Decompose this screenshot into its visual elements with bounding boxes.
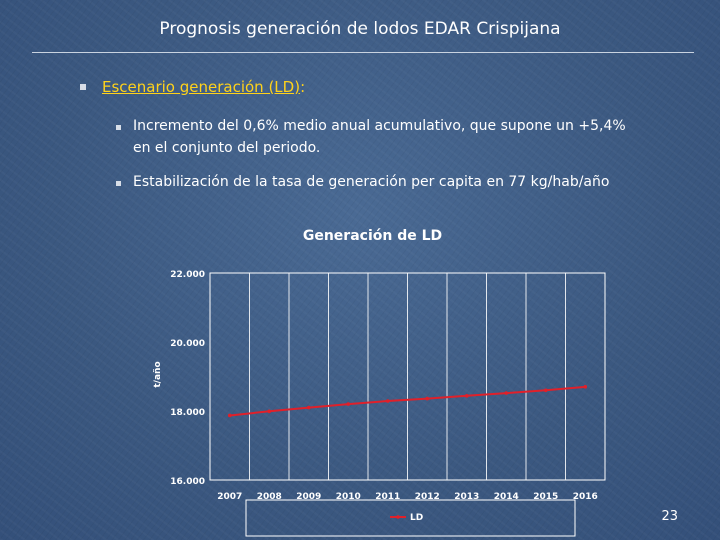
- x-tick-label: 2010: [336, 492, 361, 502]
- bullet-marker-level1: [80, 84, 86, 90]
- x-tick-label: 2012: [415, 492, 440, 502]
- bullet-level1-suffix: :: [300, 78, 306, 96]
- chart-plot-frame: [209, 272, 606, 481]
- data-point: [583, 385, 588, 389]
- page-number: 23: [661, 509, 678, 524]
- data-point: [227, 413, 232, 418]
- x-tick-label: 2016: [573, 492, 598, 502]
- bullet-level2-2: Estabilización de la tasa de generación …: [133, 174, 610, 190]
- chart-title: Generación de LD: [302, 228, 443, 244]
- chart-legend-box: [245, 499, 576, 537]
- bullet-level1-label: Escenario generación (LD): [102, 78, 301, 96]
- data-point: [385, 399, 390, 403]
- y-tick-label: 20.000: [170, 339, 205, 349]
- x-tick-label: 2008: [257, 492, 282, 502]
- series-line-ld: [229, 385, 586, 417]
- x-tick-label: 2015: [533, 492, 558, 502]
- x-tick-label: 2007: [217, 492, 242, 502]
- bullet-level2-1: Incremento del 0,6% medio anual acumulat…: [133, 118, 626, 156]
- data-point: [425, 396, 430, 401]
- data-point: [306, 405, 311, 410]
- x-tick-label: 2014: [494, 492, 519, 502]
- x-tick-label: 2011: [375, 492, 400, 502]
- legend-marker-ld: [396, 515, 400, 519]
- x-tick-label: 2013: [454, 492, 479, 502]
- title-divider: [32, 52, 694, 53]
- bullet-marker-level2: [116, 125, 121, 130]
- bullet-marker-level2: [116, 181, 121, 186]
- data-point: [464, 394, 469, 398]
- data-point: [543, 388, 548, 393]
- data-point: [504, 391, 509, 395]
- data-point: [267, 409, 272, 414]
- y-tick-label: 16.000: [170, 477, 205, 487]
- y-tick-label: 18.000: [170, 408, 205, 418]
- data-point: [346, 402, 351, 406]
- y-axis-label: t/año: [153, 361, 163, 387]
- legend-label-ld: LD: [410, 513, 423, 523]
- y-tick-label: 22.000: [170, 270, 205, 280]
- slide-title: Prognosis generación de lodos EDAR Crisp…: [159, 19, 561, 39]
- x-tick-label: 2009: [296, 492, 321, 502]
- bullet-level1: Escenario generación (LD):: [102, 78, 305, 96]
